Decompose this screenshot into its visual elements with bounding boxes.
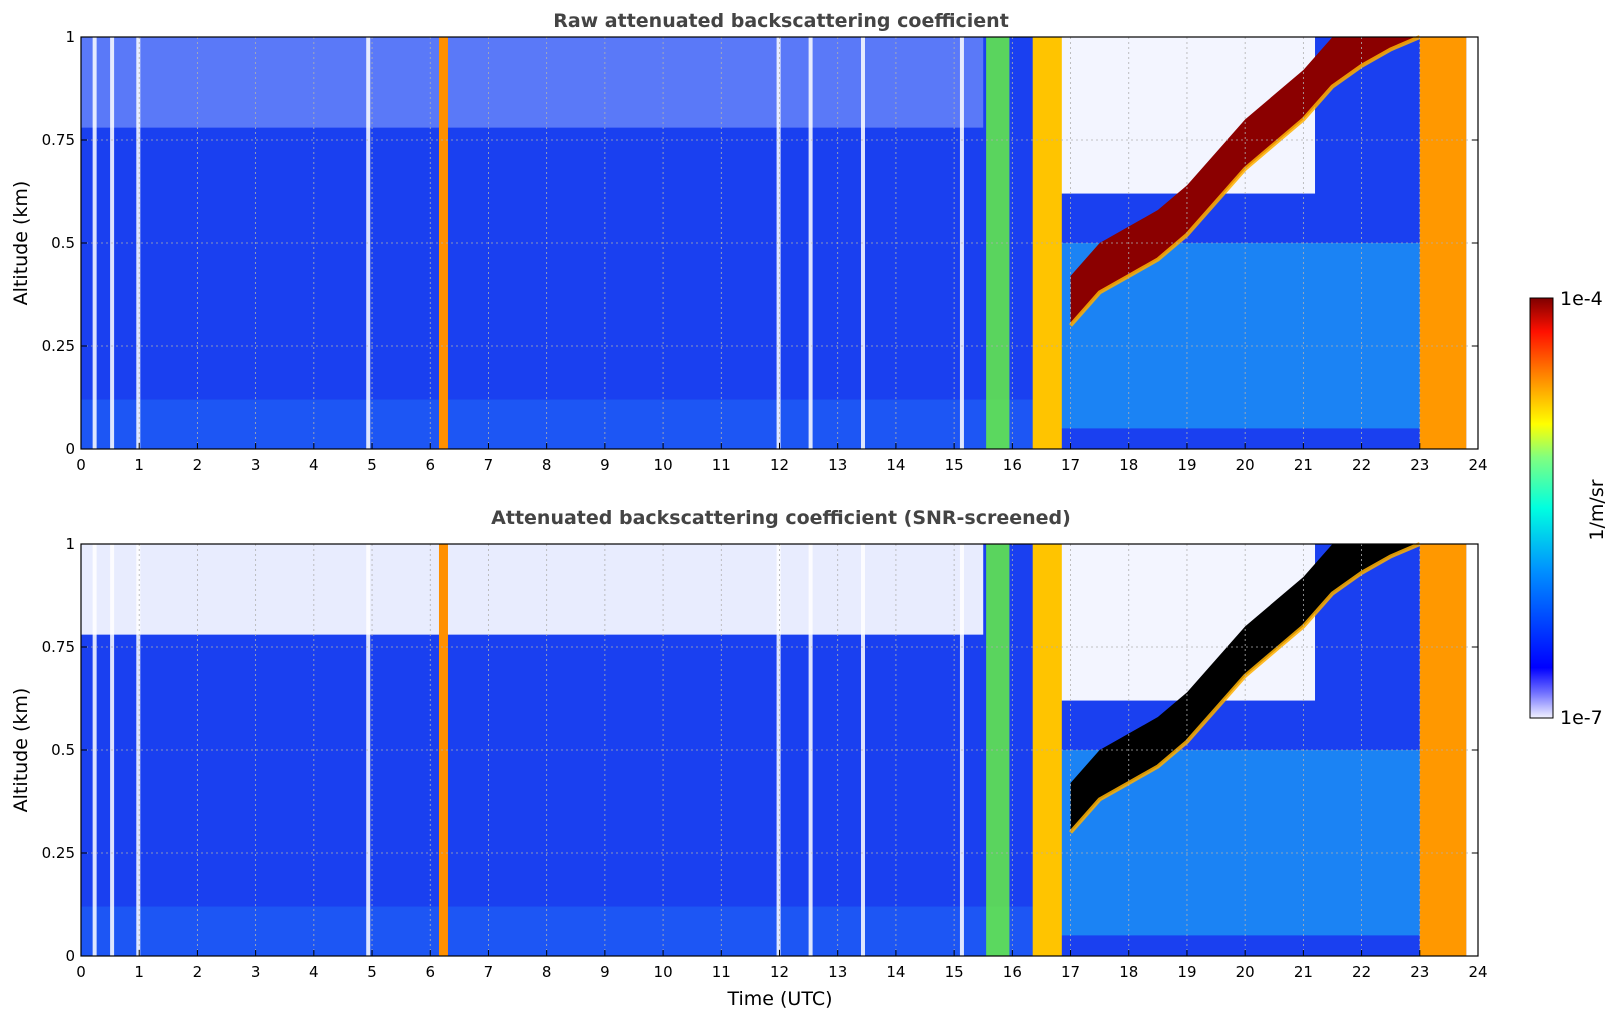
- missing-data-strip: [92, 544, 97, 956]
- colorbar-min-label: 1e-7: [1560, 707, 1603, 729]
- x-tick-label: 20: [1236, 963, 1255, 981]
- x-tick-label: 8: [542, 456, 552, 474]
- x-tick-label: 5: [367, 963, 377, 981]
- time-axis-label: Time (UTC): [726, 988, 832, 1010]
- screened-backscatter-panel: Attenuated backscattering coefficient (S…: [10, 507, 1488, 1010]
- x-tick-label: 4: [309, 456, 319, 474]
- y-tick-label: 0.75: [42, 131, 75, 149]
- x-tick-label: 17: [1061, 963, 1080, 981]
- upper-noise-region: [81, 37, 984, 128]
- x-tick-label: 23: [1410, 963, 1429, 981]
- x-tick-label: 11: [712, 456, 731, 474]
- x-tick-label: 16: [1003, 456, 1022, 474]
- colorbar-max-label: 1e-4: [1560, 288, 1603, 310]
- y-tick-label: 0.75: [42, 638, 75, 656]
- y-tick-label: 1: [65, 28, 75, 46]
- x-tick-label: 19: [1177, 456, 1196, 474]
- x-tick-label: 8: [542, 963, 552, 981]
- x-tick-label: 18: [1119, 963, 1138, 981]
- missing-data-strip: [366, 37, 371, 449]
- x-tick-label: 24: [1468, 963, 1487, 981]
- x-tick-label: 2: [193, 456, 203, 474]
- y-tick-label: 0.25: [42, 337, 75, 355]
- missing-data-strip: [808, 544, 813, 956]
- screened-grid: [80, 543, 1479, 957]
- x-tick-label: 17: [1061, 456, 1080, 474]
- raw-y-axis-label: Altitude (km): [10, 181, 32, 306]
- x-tick-label: 1: [134, 456, 144, 474]
- raw-panel-title: Raw attenuated backscattering coefficien…: [553, 10, 1009, 32]
- y-tick-label: 0.25: [42, 844, 75, 862]
- high-signal-strip: [438, 37, 448, 449]
- x-tick-label: 13: [828, 456, 847, 474]
- screened-y-axis-label: Altitude (km): [10, 688, 32, 813]
- x-tick-label: 12: [770, 456, 789, 474]
- raw-grid: [80, 36, 1479, 450]
- missing-data-strip: [776, 37, 781, 449]
- x-tick-label: 15: [945, 456, 964, 474]
- high-signal-strip: [438, 544, 448, 956]
- x-tick-label: 0: [76, 963, 86, 981]
- missing-data-strip: [366, 544, 371, 956]
- y-tick-label: 0: [65, 947, 75, 965]
- x-tick-label: 7: [484, 963, 494, 981]
- x-tick-label: 3: [251, 456, 261, 474]
- x-tick-label: 2: [193, 963, 203, 981]
- x-tick-label: 11: [712, 963, 731, 981]
- x-tick-label: 9: [600, 456, 610, 474]
- raw-y-axis: 0 0.25 0.5 0.75 1: [42, 28, 1478, 458]
- upper-noise-region: [81, 544, 984, 635]
- missing-data-strip: [776, 544, 781, 956]
- surface-layer: [81, 399, 1059, 449]
- x-tick-label: 16: [1003, 963, 1022, 981]
- x-tick-label: 22: [1352, 456, 1371, 474]
- x-tick-label: 24: [1468, 456, 1487, 474]
- x-tick-label: 14: [886, 456, 905, 474]
- screened-panel-title: Attenuated backscattering coefficient (S…: [491, 507, 1071, 529]
- y-tick-label: 0.5: [51, 741, 75, 759]
- x-tick-label: 12: [770, 963, 789, 981]
- missing-data-strip: [136, 544, 141, 956]
- x-tick-label: 18: [1119, 456, 1138, 474]
- x-tick-label: 19: [1177, 963, 1196, 981]
- x-tick-label: 20: [1236, 456, 1255, 474]
- x-tick-label: 7: [484, 456, 494, 474]
- x-tick-label: 5: [367, 456, 377, 474]
- y-tick-label: 0: [65, 440, 75, 458]
- x-tick-label: 21: [1294, 963, 1313, 981]
- x-tick-label: 13: [828, 963, 847, 981]
- colorbar-gradient: [1529, 297, 1554, 719]
- x-tick-label: 22: [1352, 963, 1371, 981]
- x-tick-label: 10: [654, 963, 673, 981]
- x-tick-label: 21: [1294, 456, 1313, 474]
- x-tick-label: 6: [425, 456, 435, 474]
- x-tick-label: 4: [309, 963, 319, 981]
- x-tick-label: 9: [600, 963, 610, 981]
- y-tick-label: 0.5: [51, 234, 75, 252]
- raw-backscatter-panel: Raw attenuated backscattering coefficien…: [10, 10, 1488, 474]
- x-tick-label: 3: [251, 963, 261, 981]
- missing-data-strip: [92, 37, 97, 449]
- x-tick-label: 15: [945, 963, 964, 981]
- x-tick-label: 23: [1410, 456, 1429, 474]
- x-tick-label: 0: [76, 456, 86, 474]
- x-tick-label: 1: [134, 963, 144, 981]
- cloud-layer: [1070, 544, 1420, 833]
- y-tick-label: 1: [65, 535, 75, 553]
- x-tick-label: 6: [425, 963, 435, 981]
- cloud-layer: [1070, 37, 1420, 326]
- x-tick-label: 14: [886, 963, 905, 981]
- colorbar: 1e-4 1e-7 1/m/sr: [1529, 288, 1608, 729]
- x-tick-label: 10: [654, 456, 673, 474]
- missing-data-strip: [808, 37, 813, 449]
- missing-data-strip: [136, 37, 141, 449]
- screened-x-axis: 0 1 2 3 4 5 6 7 8 9 10 11 12 13 14 15 16 17 18 19 20 21 22 23 24: [76, 950, 1488, 981]
- screened-y-axis: 0 0.25 0.5 0.75 1: [42, 535, 1478, 965]
- colorbar-unit-label: 1/m/sr: [1586, 479, 1608, 540]
- raw-x-axis: 0 1 2 3 4 5 6 7 8 9 10 11 12 13 14 15 16 17 18 19 20 21 22 23 24: [76, 443, 1488, 474]
- surface-layer: [81, 906, 1059, 956]
